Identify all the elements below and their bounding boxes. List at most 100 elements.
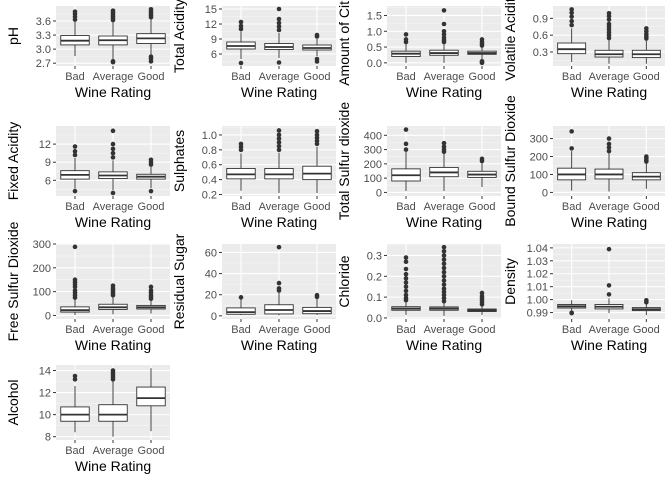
y-tick-label: 100 <box>364 173 382 185</box>
box-good <box>136 157 166 194</box>
box-average <box>98 283 128 315</box>
box-bad <box>226 141 256 191</box>
outlier-point <box>606 283 612 288</box>
x-tick-label: Good <box>469 201 496 213</box>
outlier-point <box>441 144 447 150</box>
outlier-point <box>441 265 447 271</box>
box-bad <box>60 373 90 433</box>
y-tick-label: 0 <box>45 310 51 322</box>
x-tick-label: Bad <box>562 71 582 83</box>
x-tick-label: Average <box>93 445 134 457</box>
box-average <box>98 8 128 65</box>
outlier-point <box>276 140 282 145</box>
y-tick-label: 10 <box>39 410 51 422</box>
y-axis-title: pH <box>5 27 21 45</box>
outlier-point <box>110 150 116 156</box>
y-tick-label: 300 <box>530 134 548 146</box>
outlier-point <box>441 28 447 34</box>
box-average <box>98 128 128 196</box>
box-average <box>594 10 624 64</box>
y-axis-title: Total Acidity <box>171 0 187 73</box>
outlier-point <box>148 157 154 163</box>
x-tick-label: Average <box>589 324 630 336</box>
y-tick-label: 0 <box>542 187 548 199</box>
y-axis-title: Bound Sulfur Dioxide <box>502 95 518 227</box>
box-bad <box>391 127 421 191</box>
outlier-point <box>276 143 282 149</box>
outlier-point <box>276 147 282 153</box>
y-tick-label: 2.7 <box>36 58 51 70</box>
x-tick-label: Average <box>424 324 465 336</box>
y-tick-label: 1.03 <box>527 256 548 268</box>
y-tick-label: 1.04 <box>527 243 548 255</box>
outlier-point <box>72 244 78 250</box>
y-tick-label: 1.02 <box>527 269 548 281</box>
outlier-point <box>441 253 447 258</box>
outlier-point <box>276 128 282 133</box>
x-tick-label: Average <box>424 201 465 213</box>
outlier-point <box>644 297 649 303</box>
outlier-point <box>72 149 78 154</box>
y-tick-label: 8 <box>45 432 51 444</box>
outlier-point <box>276 60 282 65</box>
x-tick-label: Bad <box>231 71 251 83</box>
x-tick-label: Bad <box>65 201 85 213</box>
box-good <box>302 128 332 194</box>
y-tick-label: 300 <box>364 145 382 157</box>
x-tick-label: Bad <box>396 324 416 336</box>
x-tick-label: Average <box>93 201 134 213</box>
outlier-point <box>276 132 282 138</box>
x-tick-label: Good <box>304 71 331 83</box>
outlier-point <box>606 246 612 252</box>
x-axis-title: Wine Rating <box>75 214 151 230</box>
y-tick-label: 6 <box>211 49 217 61</box>
outlier-point <box>72 152 78 158</box>
box-good <box>302 292 332 315</box>
y-tick-label: 0.0 <box>367 58 382 70</box>
x-axis-title: Wine Rating <box>406 337 482 353</box>
outlier-point <box>479 37 485 42</box>
y-tick-label: 300 <box>33 239 51 251</box>
y-axis-title: Volatile Acidity <box>502 0 518 81</box>
outlier-point <box>441 32 447 37</box>
y-tick-label: 0.3 <box>367 250 382 262</box>
y-tick-label: 1.5 <box>367 10 382 22</box>
y-tick-label: 0.9 <box>533 13 548 25</box>
box-average <box>264 6 294 65</box>
y-tick-label: 40 <box>205 269 217 281</box>
box-good <box>136 284 166 314</box>
outlier-point <box>403 37 409 42</box>
y-tick-label: 3.3 <box>36 30 51 42</box>
outlier-point <box>606 145 612 150</box>
outlier-point <box>110 155 116 160</box>
x-axis-title: Wine Rating <box>241 214 317 230</box>
y-tick-label: 9 <box>45 157 51 169</box>
panel-12: 0.991.001.011.021.031.04 Bad Average GoodWi… <box>502 243 665 353</box>
outlier-point <box>569 146 574 151</box>
y-tick-label: 20 <box>205 290 217 302</box>
y-axis-title: Chloride <box>336 255 352 307</box>
x-axis-title: Wine Rating <box>571 84 647 100</box>
outlier-point <box>441 140 447 146</box>
outlier-point <box>314 128 320 134</box>
outlier-point <box>441 269 447 275</box>
x-tick-label: Good <box>633 324 660 336</box>
outlier-point <box>441 286 447 292</box>
x-tick-label: Good <box>138 445 165 457</box>
outlier-point <box>276 286 282 291</box>
box-good <box>467 156 497 187</box>
y-tick-label: 6 <box>45 175 51 187</box>
y-tick-label: 14 <box>39 366 51 378</box>
x-tick-label: Good <box>304 201 331 213</box>
outlier-point <box>441 273 447 279</box>
box-bad <box>557 7 587 63</box>
x-tick-label: Average <box>259 71 300 83</box>
x-tick-label: Bad <box>396 201 416 213</box>
box-bad <box>557 129 587 191</box>
